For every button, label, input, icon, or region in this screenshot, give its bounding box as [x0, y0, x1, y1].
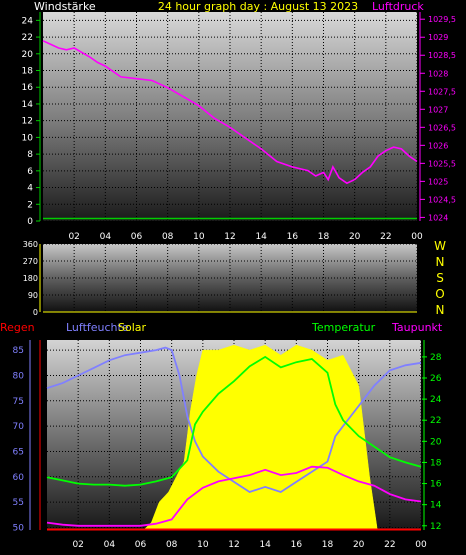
temperature-line	[46, 355, 422, 487]
humidity-tick-label: 55	[13, 498, 24, 508]
humidity-tick-label: 60	[13, 473, 25, 483]
x-tick-label: 16	[287, 232, 299, 242]
wind-tick-label: 4	[27, 184, 33, 194]
humidity-tick-label: 65	[13, 447, 24, 457]
wind-tick-label: 22	[22, 33, 33, 43]
x-tick-label: 22	[380, 232, 391, 242]
temperature-tick-label: 18	[430, 458, 442, 468]
x-tick-label: 20	[349, 232, 361, 242]
pressure-tick-label: 1027,5	[428, 87, 456, 96]
temperature-tick-label: 22	[430, 416, 441, 426]
wind-tick-label: 8	[27, 150, 33, 160]
wind-tick-label: 10	[22, 133, 34, 143]
pressure-tick-label: 1026,5	[428, 123, 456, 132]
bottom-chart	[46, 344, 422, 531]
humidity-line	[46, 346, 422, 493]
bottom-legend: Regen Luftfeuchte Solar Temperatur Taupu…	[0, 321, 443, 334]
x-tick-label: 16	[291, 540, 303, 550]
wind-tick-label: 24	[22, 16, 34, 26]
wind-tick-label: 14	[22, 100, 34, 110]
temperature-tick-label: 26	[430, 374, 442, 384]
x-tick-label: 02	[68, 232, 79, 242]
chart-title: 24 hour graph day : August 13 2023	[158, 0, 358, 13]
direction-tick-label: 270	[23, 257, 38, 266]
x-tick-label: 08	[166, 540, 178, 550]
x-tick-label: 00	[415, 540, 427, 550]
pressure-line	[42, 40, 418, 185]
legend-regen: Regen	[0, 321, 35, 334]
temperature-tick-label: 24	[430, 395, 442, 405]
pressure-tick-label: 1027	[428, 105, 448, 114]
wind-tick-label: 0	[27, 217, 33, 227]
x-tick-label: 20	[353, 540, 365, 550]
x-tick-label: 10	[193, 232, 205, 242]
x-tick-label: 02	[72, 540, 83, 550]
x-tick-label: 06	[131, 232, 143, 242]
humidity-tick-label: 75	[13, 397, 24, 407]
direction-tick-label: 180	[23, 274, 38, 283]
pressure-tick-label: 1029	[428, 33, 448, 42]
pressure-tick-label: 1025	[428, 177, 448, 186]
wind-tick-label: 18	[22, 67, 34, 77]
direction-tick-label: 0	[33, 308, 38, 317]
temperature-tick-label: 20	[430, 437, 442, 447]
x-tick-label: 18	[318, 232, 330, 242]
dewpoint-line	[46, 465, 422, 527]
x-tick-label: 08	[162, 232, 174, 242]
x-tick-label: 04	[104, 540, 116, 550]
pressure-tick-label: 1025,5	[428, 159, 456, 168]
wind-tick-label: 6	[27, 167, 33, 177]
direction-tick-label: 360	[23, 240, 38, 249]
humidity-tick-label: 50	[13, 523, 25, 533]
solar-area	[47, 344, 421, 531]
temperature-tick-label: 14	[430, 501, 442, 511]
humidity-tick-label: 85	[13, 346, 24, 356]
x-tick-label: 14	[259, 540, 271, 550]
temperature-tick-label: 16	[430, 480, 442, 490]
legend-luftfeuchte: Luftfeuchte	[66, 321, 129, 334]
x-tick-label: 06	[135, 540, 147, 550]
pressure-tick-label: 1029,5	[428, 15, 456, 24]
x-tick-label: 10	[197, 540, 209, 550]
pressure-tick-label: 1028	[428, 69, 448, 78]
compass-w: W	[434, 239, 446, 253]
legend-temperatur: Temperatur	[311, 321, 376, 334]
pressure-tick-label: 1026	[428, 141, 448, 150]
compass-s: S	[436, 271, 444, 285]
temperature-tick-label: 12	[430, 522, 441, 532]
wind-tick-label: 2	[27, 200, 33, 210]
compass-labels: W N S O N	[434, 239, 446, 317]
axis-labels: 0202040406060808101012121414161618182020…	[13, 12, 456, 550]
pressure-tick-label: 1024,5	[428, 195, 456, 204]
compass-o: O	[435, 287, 444, 301]
x-tick-label: 04	[100, 232, 112, 242]
pressure-axis-label: Luftdruck	[372, 0, 424, 13]
direction-tick-label: 90	[28, 291, 38, 300]
pressure-tick-label: 1028,5	[428, 51, 456, 60]
x-tick-label: 12	[224, 232, 235, 242]
x-tick-label: 00	[411, 232, 423, 242]
x-tick-label: 18	[322, 540, 334, 550]
temperature-tick-label: 28	[430, 353, 442, 363]
wind-tick-label: 16	[22, 83, 34, 93]
top-chart	[42, 40, 418, 220]
compass-n-bottom: N	[436, 303, 445, 317]
humidity-tick-label: 80	[13, 371, 25, 381]
compass-n-top: N	[436, 255, 445, 269]
wind-axis-label: Windstärke	[34, 0, 96, 13]
wind-tick-label: 12	[22, 117, 33, 127]
legend-taupunkt: Taupunkt	[391, 321, 443, 334]
x-tick-label: 22	[384, 540, 395, 550]
x-tick-label: 12	[228, 540, 239, 550]
pressure-tick-label: 1024	[428, 213, 448, 222]
legend-solar: Solar	[118, 321, 147, 334]
x-tick-label: 14	[255, 232, 267, 242]
wind-tick-label: 20	[22, 50, 34, 60]
humidity-tick-label: 70	[13, 422, 25, 432]
